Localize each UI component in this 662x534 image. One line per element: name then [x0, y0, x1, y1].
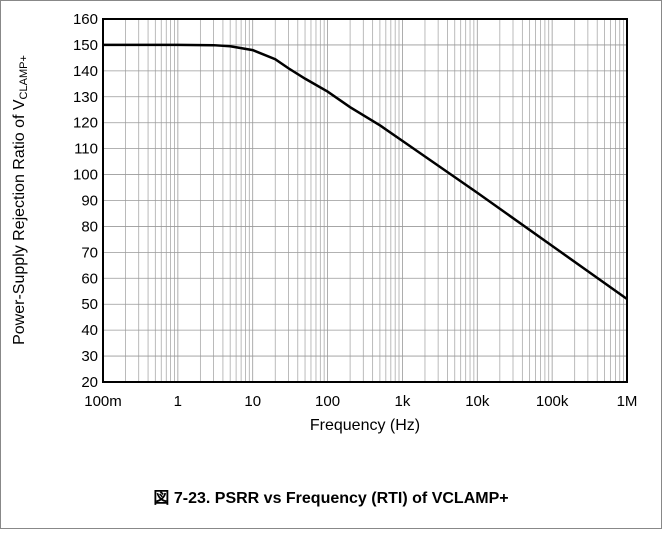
y-axis-label-main: Power-Supply Rejection Ratio of V: [11, 99, 28, 345]
x-tick-label: 1: [174, 393, 182, 410]
y-tick-label: 130: [73, 89, 98, 106]
y-tick-label: 50: [81, 296, 98, 313]
x-tick-label: 1k: [395, 393, 411, 410]
x-tick-label: 100: [315, 393, 340, 410]
x-tick-label: 10k: [465, 393, 490, 410]
data-line: [103, 43, 628, 301]
y-axis-label-sub: CLAMP+: [18, 55, 30, 99]
y-tick-label: 30: [81, 348, 98, 365]
y-tick-label: 20: [81, 374, 98, 391]
y-tick-label: 90: [81, 193, 98, 210]
y-tick-label: 80: [81, 218, 98, 235]
x-tick-label: 10: [244, 393, 261, 410]
x-tick-label: 1M: [617, 393, 638, 410]
y-tick-label: 150: [73, 37, 98, 54]
x-tick-label: 100m: [84, 393, 122, 410]
x-axis-label: Frequency (Hz): [310, 417, 420, 434]
y-tick-label: 160: [73, 11, 98, 28]
x-tick-label: 100k: [536, 393, 569, 410]
y-axis-label: Power-Supply Rejection Ratio of VCLAMP+: [11, 55, 30, 345]
y-tick-label: 60: [81, 270, 98, 287]
y-tick-label: 140: [73, 63, 98, 80]
y-tick-label: 120: [73, 115, 98, 132]
y-tick-label: 110: [74, 141, 98, 158]
y-tick-label: 70: [81, 244, 98, 261]
y-tick-label: 100: [73, 167, 98, 184]
y-tick-label: 40: [81, 322, 98, 339]
plot-border: [102, 18, 628, 383]
caption: 図 7-23. PSRR vs Frequency (RTI) of VCLAM…: [153, 489, 508, 507]
